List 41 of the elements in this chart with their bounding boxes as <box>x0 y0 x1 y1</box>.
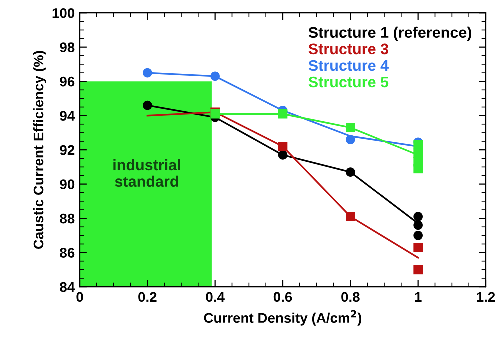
x-tick-label: 0.6 <box>274 292 292 302</box>
y-tick-label: 98 <box>60 42 75 53</box>
annotation: industrial standard <box>114 159 180 188</box>
point <box>346 168 356 177</box>
point <box>346 135 356 144</box>
y-tick-label: 100 <box>52 8 75 18</box>
point <box>414 212 423 222</box>
point <box>414 265 423 275</box>
x-tick-label: 1 <box>415 292 422 302</box>
y-axis-title: Caustic Current Efficiency (%) <box>33 51 46 250</box>
point <box>346 212 356 222</box>
y-tick-label: 94 <box>60 111 76 122</box>
point <box>414 164 423 174</box>
x-tick-label: 0.8 <box>342 292 360 302</box>
x-tick-label: 0 <box>76 292 84 302</box>
point <box>414 220 423 230</box>
point <box>414 243 423 252</box>
y-tick-label: 84 <box>60 282 76 292</box>
x-axis-title: Current Density (A/cm$^{2}$) <box>204 310 362 326</box>
point <box>210 72 220 82</box>
point <box>346 123 356 132</box>
x-tick-label: 0.2 <box>138 292 157 302</box>
x-tick-label: 0.4 <box>206 292 225 302</box>
text: Structure 4 <box>308 60 389 72</box>
y-tick-label: 88 <box>60 214 75 224</box>
y-tick-label: 90 <box>60 180 75 190</box>
point <box>278 142 288 152</box>
point <box>143 100 152 110</box>
y-tick-label: 96 <box>60 76 75 87</box>
y-tick-label: 92 <box>60 145 75 156</box>
point <box>143 68 152 78</box>
x-tick-label: 1.2 <box>477 292 496 302</box>
point <box>278 109 288 119</box>
y-tick-label: 86 <box>60 248 75 258</box>
point <box>414 231 423 240</box>
point <box>414 148 423 158</box>
point <box>278 150 288 160</box>
legend-label: Structure 1 (reference) <box>308 26 472 42</box>
text: Structure 3 <box>308 44 388 55</box>
point <box>414 140 423 150</box>
series-label: Structure 5 <box>308 76 389 88</box>
